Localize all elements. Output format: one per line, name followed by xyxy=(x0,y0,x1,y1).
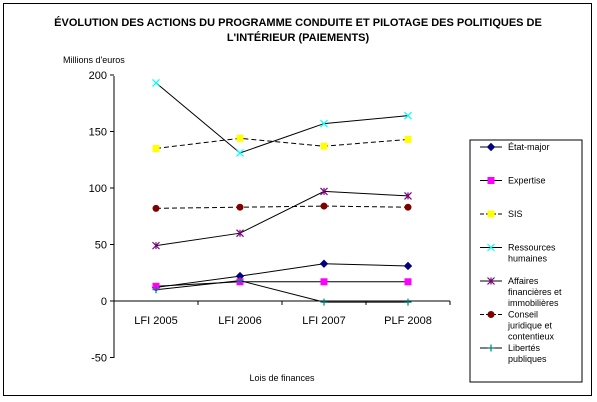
axes: -50 0 50 100 150 200 LFI 2005 LFI 2006 LFI 2007 P… xyxy=(89,70,451,365)
series-1-line xyxy=(155,263,409,288)
series-7-point xyxy=(404,298,412,306)
legend-item: Affaires financières et immobilières xyxy=(480,276,562,308)
y-tick-label: 150 xyxy=(89,127,107,139)
y-tick-label: 0 xyxy=(101,296,107,308)
series-4-point xyxy=(320,119,328,128)
series-5 xyxy=(152,187,412,250)
legend-swatch-marker xyxy=(487,210,495,218)
series-3-line xyxy=(155,137,409,149)
series-1 xyxy=(151,259,413,292)
series-7-point xyxy=(152,286,160,294)
series-4-line xyxy=(155,82,409,154)
x-tick-label: LFI 2007 xyxy=(302,315,345,327)
series-2 xyxy=(152,278,412,290)
series-7-line xyxy=(155,280,408,303)
legend-swatch-marker xyxy=(487,344,495,352)
x-tick-label: PLF 2008 xyxy=(384,315,432,327)
series-2-point xyxy=(320,278,328,286)
series-4-point xyxy=(152,78,160,87)
legend-label: Expertise xyxy=(508,176,546,186)
series-4 xyxy=(152,78,412,157)
legend-label: SIS xyxy=(508,209,523,219)
series-3-point xyxy=(404,135,412,143)
series-2-point xyxy=(404,278,412,286)
y-axis-label: Millions d'euros xyxy=(63,55,125,65)
legend-item: Expertise xyxy=(480,176,546,186)
y-tick-label: -50 xyxy=(91,353,107,365)
legend-item: Conseil juridique et contentieux xyxy=(480,310,555,342)
series-5-point xyxy=(404,191,412,200)
legend-swatch-marker xyxy=(486,142,496,152)
y-tick-label: 100 xyxy=(89,183,107,195)
x-axis-label: Lois de finances xyxy=(249,373,315,383)
series-1-point xyxy=(403,261,413,271)
series-3-point xyxy=(236,134,244,142)
legend-swatch-marker xyxy=(487,177,495,184)
series-2-line xyxy=(155,281,408,287)
chart-title-line2: L'INTÉRIEUR (PAIEMENTS) xyxy=(227,31,370,44)
legend-swatch-marker xyxy=(487,311,495,318)
legend-label: Libertés publiques xyxy=(508,343,547,364)
series-6-point xyxy=(404,203,412,211)
y-tick-label: 200 xyxy=(89,70,107,82)
series-7-point xyxy=(236,277,244,285)
series-1-point xyxy=(319,259,329,268)
legend: État-major Expertise SIS Ressources humaines… xyxy=(469,139,583,383)
series-4-point xyxy=(404,111,412,120)
series-3-point xyxy=(152,144,160,152)
series-4-point xyxy=(236,149,244,157)
legend-item: Ressources humaines xyxy=(480,243,556,264)
x-tick-label: LFI 2005 xyxy=(134,315,177,327)
y-tick-label: 50 xyxy=(95,240,107,252)
chart-title: ÉVOLUTION DES ACTIONS DU PROGRAMME CONDU… xyxy=(54,16,542,29)
legend-item: SIS xyxy=(480,209,523,219)
series-7-point xyxy=(320,298,328,306)
legend-label: Affaires financières et immobilières xyxy=(508,276,562,308)
legend-label: État-major xyxy=(508,142,550,152)
series-layer xyxy=(151,78,413,306)
legend-swatch-marker xyxy=(487,243,495,252)
series-6-point xyxy=(320,202,328,210)
legend-item: État-major xyxy=(480,142,550,152)
series-5-point xyxy=(152,241,160,250)
series-6-line xyxy=(155,205,409,209)
series-6 xyxy=(152,202,412,212)
legend-item: Libertés publiques xyxy=(480,343,547,364)
series-5-point xyxy=(320,187,328,196)
series-3-point xyxy=(320,142,328,150)
series-5-point xyxy=(236,229,244,238)
series-7 xyxy=(152,277,412,306)
x-tick-label: LFI 2006 xyxy=(218,315,261,327)
series-3 xyxy=(152,134,412,152)
series-6-point xyxy=(152,204,160,212)
series-5-line xyxy=(155,190,409,247)
legend-label: Ressources humaines xyxy=(508,243,556,264)
series-6-point xyxy=(236,203,244,211)
legend-label: Conseil juridique et contentieux xyxy=(507,310,555,342)
legend-swatch-marker xyxy=(487,277,495,285)
